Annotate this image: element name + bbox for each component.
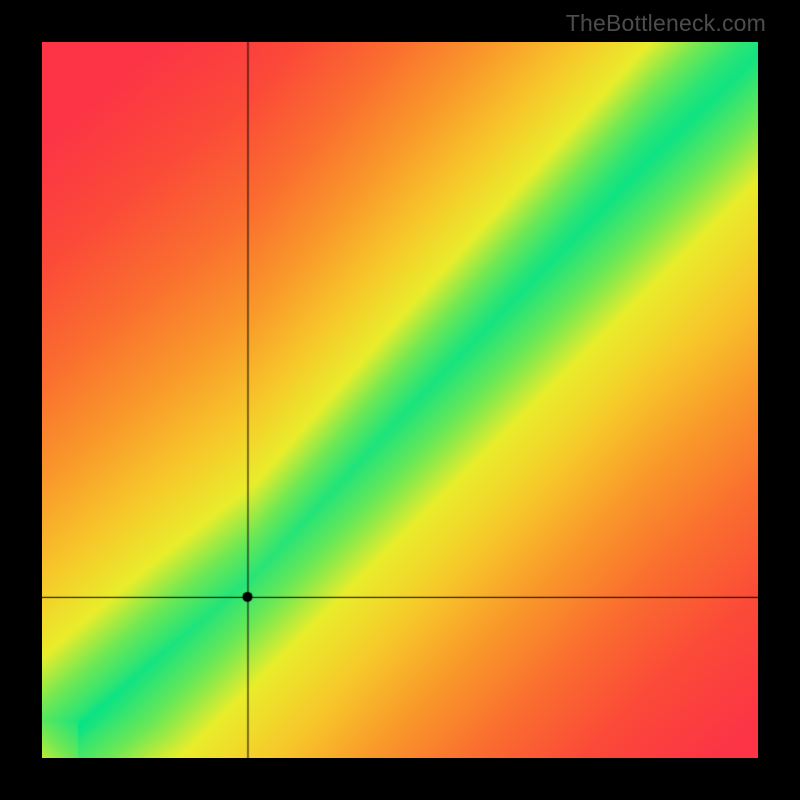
watermark-text: TheBottleneck.com (566, 10, 766, 37)
heatmap-canvas (42, 42, 758, 758)
heatmap-plot (42, 42, 758, 758)
